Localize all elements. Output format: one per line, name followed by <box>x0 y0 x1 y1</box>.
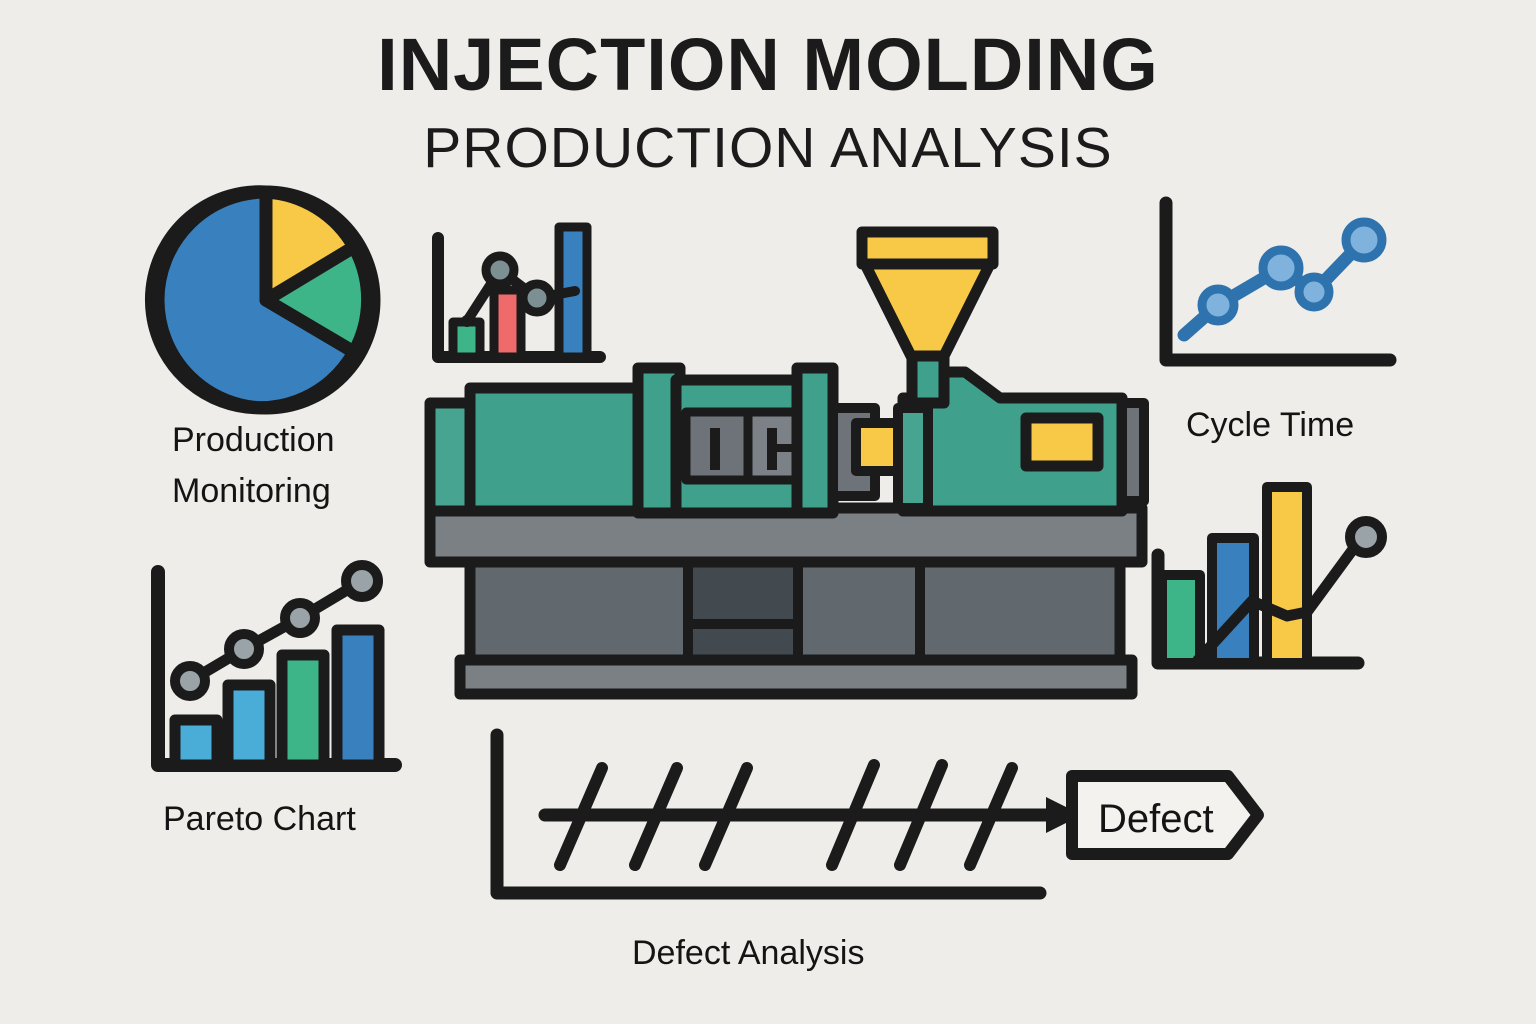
production-monitoring-label: Production Monitoring <box>172 421 335 510</box>
injection-molding-machine-illustration <box>424 226 1149 700</box>
page-title: INJECTION MOLDING <box>377 23 1159 106</box>
pareto-chart-icon <box>151 560 402 772</box>
pie-chart-icon <box>144 185 381 415</box>
combo-bar-line-chart-icon <box>432 222 606 363</box>
page-subtitle: PRODUCTION ANALYSIS <box>423 116 1113 180</box>
bar-line-chart-icon <box>1151 482 1387 670</box>
title-block: INJECTION MOLDING PRODUCTION ANALYSIS <box>0 28 1536 177</box>
pareto-chart-label: Pareto Chart <box>163 800 356 838</box>
cycle-time-label: Cycle Time <box>1186 406 1355 444</box>
fishbone-effect-label: Defect <box>1098 797 1214 841</box>
defect-analysis-label: Defect Analysis <box>632 934 865 972</box>
line-chart-icon <box>1159 196 1397 367</box>
